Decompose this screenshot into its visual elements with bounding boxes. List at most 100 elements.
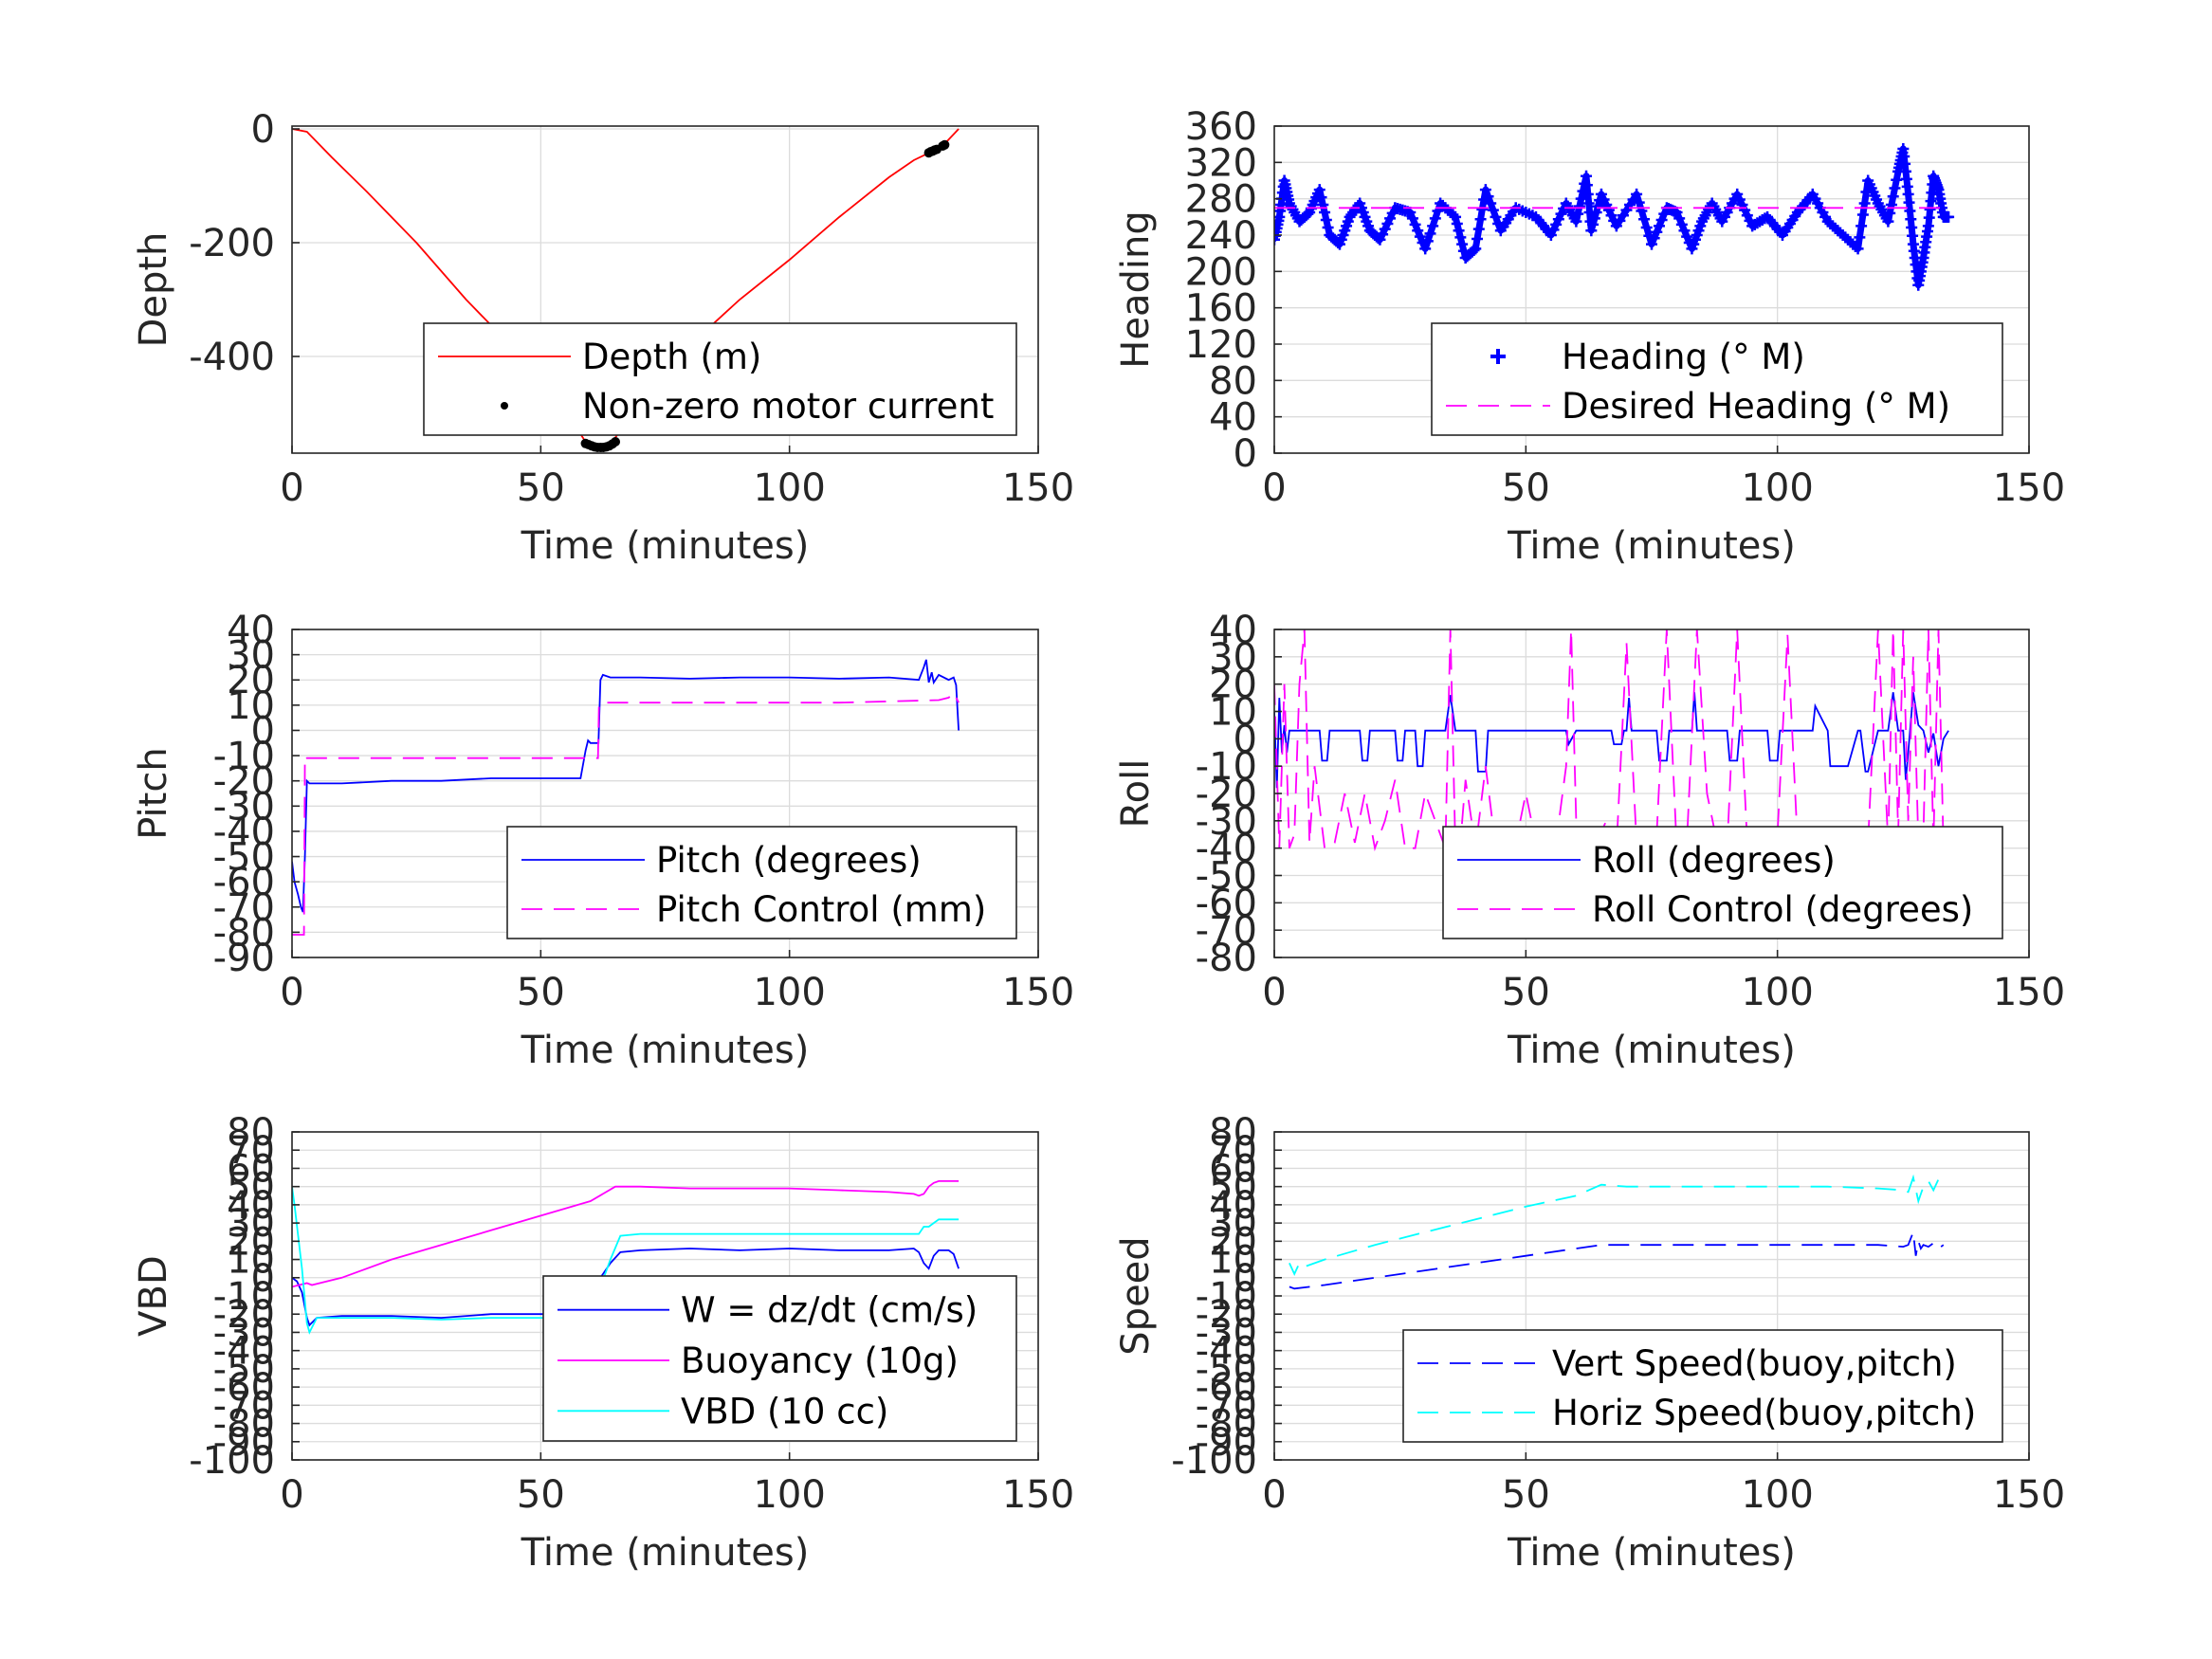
data-point bbox=[1479, 184, 1491, 196]
y-tick-label: 0 bbox=[251, 1257, 275, 1301]
y-tick-label: 240 bbox=[1185, 214, 1257, 258]
data-point bbox=[1482, 191, 1494, 203]
data-point bbox=[1274, 233, 1280, 246]
data-point bbox=[1320, 214, 1332, 227]
y-tick-label: 40 bbox=[1209, 396, 1257, 440]
y-tick-label: -200 bbox=[189, 222, 275, 265]
plot-area bbox=[292, 128, 960, 452]
y-tick-label: 10 bbox=[227, 684, 275, 728]
y-tick-label: 60 bbox=[1209, 1147, 1257, 1191]
x-tick-label: 150 bbox=[1993, 971, 2065, 1014]
data-point bbox=[1640, 222, 1653, 234]
y-tick-label: 280 bbox=[1185, 178, 1257, 222]
data-point bbox=[1450, 210, 1462, 223]
x-tick-label: 100 bbox=[1741, 466, 1813, 510]
data-point bbox=[1490, 210, 1502, 223]
y-tick-label: 0 bbox=[251, 108, 275, 152]
x-axis-label: Time (minutes) bbox=[1507, 1029, 1796, 1072]
data-point bbox=[1595, 188, 1607, 200]
y-tick-label: 0 bbox=[1234, 718, 1257, 761]
legend: Pitch (degrees) Pitch Control (mm) bbox=[506, 826, 1017, 939]
y-tick-label: -20 bbox=[213, 1293, 275, 1337]
data-point bbox=[1474, 213, 1487, 226]
data-point bbox=[1759, 212, 1771, 225]
y-tick-label: 30 bbox=[1209, 1202, 1257, 1246]
data-point bbox=[940, 139, 950, 150]
data-point bbox=[1856, 209, 1869, 221]
y-tick-label: -60 bbox=[213, 1366, 275, 1410]
y-tick-label: 80 bbox=[1209, 1111, 1257, 1155]
y-tick-label: 10 bbox=[227, 1239, 275, 1283]
data-point bbox=[1852, 243, 1864, 255]
data-point bbox=[1570, 215, 1582, 228]
data-point bbox=[1427, 220, 1439, 232]
data-point bbox=[1447, 209, 1459, 221]
x-tick-label: 50 bbox=[1502, 971, 1550, 1014]
data-point bbox=[1379, 223, 1391, 235]
y-axis-label: VBD bbox=[132, 1255, 175, 1337]
x-tick-label: 150 bbox=[1002, 466, 1074, 510]
chart-vbd: 0 50 100 15080706050403020100-10-20-30-40-5… bbox=[132, 1111, 1074, 1575]
plot-area bbox=[1274, 142, 1955, 291]
y-tick-label: 30 bbox=[227, 1202, 275, 1246]
y-tick-label: -20 bbox=[1196, 1293, 1257, 1337]
data-point bbox=[1590, 207, 1602, 219]
data-point bbox=[1585, 225, 1598, 237]
plot-area bbox=[1274, 629, 1949, 852]
y-tick-label: 120 bbox=[1185, 323, 1257, 367]
x-axis-label: Time (minutes) bbox=[521, 1029, 810, 1072]
data-point bbox=[1731, 188, 1744, 200]
y-tick-label: 60 bbox=[227, 1147, 275, 1191]
data-point bbox=[1472, 232, 1484, 245]
data-point bbox=[1419, 243, 1432, 255]
x-tick-label: 100 bbox=[753, 1473, 825, 1517]
data-point bbox=[1588, 212, 1600, 225]
data-point bbox=[1673, 212, 1686, 225]
data-point bbox=[1733, 193, 1746, 206]
legend-entry-label: Buoyancy (10g) bbox=[681, 1340, 959, 1381]
data-point bbox=[1421, 235, 1434, 247]
data-point bbox=[1485, 197, 1497, 210]
y-axis-label: Roll bbox=[1114, 759, 1158, 829]
y-tick-label: -80 bbox=[213, 911, 275, 955]
x-axis-label: Time (minutes) bbox=[521, 1531, 810, 1575]
x-tick-label: 50 bbox=[517, 1473, 565, 1517]
legend: Depth (m) Non-zero motor current bbox=[423, 322, 1017, 436]
y-tick-label: 20 bbox=[227, 1220, 275, 1264]
y-tick-label: -80 bbox=[1196, 937, 1257, 980]
series-line-1 bbox=[292, 1180, 960, 1288]
data-point bbox=[1472, 223, 1485, 235]
y-tick-label: 160 bbox=[1185, 287, 1257, 331]
legend-box bbox=[1431, 322, 2003, 436]
y-tick-label: -50 bbox=[1196, 1348, 1257, 1392]
legend-entry-label: VBD (10 cc) bbox=[681, 1391, 888, 1431]
y-tick-label: -10 bbox=[1196, 745, 1257, 789]
x-tick-label: 0 bbox=[1262, 1473, 1286, 1517]
data-point bbox=[1384, 212, 1397, 225]
y-tick-label: -100 bbox=[1171, 1439, 1257, 1483]
data-point bbox=[1653, 220, 1665, 232]
legend-entry-label: Horiz Speed(buoy,pitch) bbox=[1552, 1393, 1976, 1433]
y-tick-label: -30 bbox=[1196, 800, 1257, 844]
y-tick-label: 50 bbox=[227, 1166, 275, 1210]
legend-box bbox=[542, 1275, 1017, 1442]
legend-box bbox=[506, 826, 1017, 939]
legend-entry-label: Pitch (degrees) bbox=[656, 840, 922, 881]
data-point bbox=[1943, 210, 1955, 223]
y-axis-label: Speed bbox=[1114, 1236, 1158, 1355]
data-point bbox=[1638, 213, 1651, 226]
data-point bbox=[1884, 207, 1896, 219]
y-tick-label: 10 bbox=[1209, 691, 1257, 735]
data-point bbox=[1643, 229, 1655, 242]
data-point bbox=[1547, 224, 1560, 236]
y-tick-label: -20 bbox=[1196, 773, 1257, 816]
data-point bbox=[1572, 208, 1584, 220]
y-tick-label: 20 bbox=[227, 659, 275, 702]
y-tick-label: 40 bbox=[227, 1184, 275, 1228]
data-point bbox=[1454, 231, 1467, 244]
x-tick-label: 150 bbox=[1993, 1473, 2065, 1517]
data-point bbox=[1854, 231, 1866, 244]
x-tick-label: 150 bbox=[1002, 971, 1074, 1014]
y-tick-label: 80 bbox=[227, 1111, 275, 1155]
